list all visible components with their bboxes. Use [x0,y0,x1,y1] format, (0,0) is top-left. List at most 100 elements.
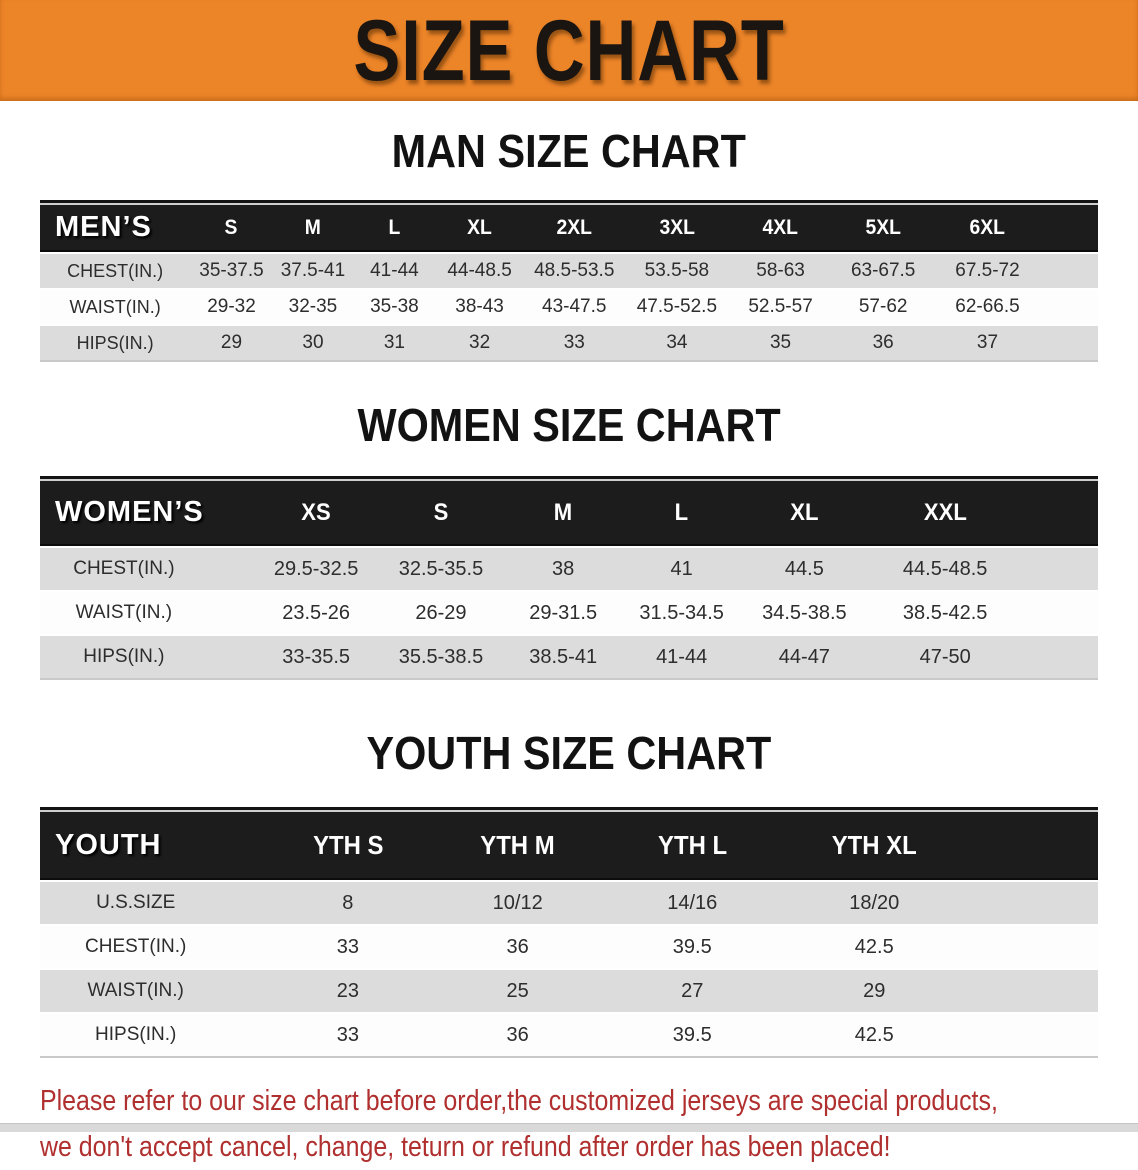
column-header-cell: YTH S [265,810,431,880]
table-title-cell: MEN’S [40,203,191,252]
column-header-text: 3XL [659,215,695,239]
row-label: CHEST(IN.) [40,252,191,288]
value-cell: 62-66.5 [933,288,1098,324]
value-cell: 35 [728,324,833,362]
disclaimer-line-1: Please refer to our size chart before or… [40,1085,998,1117]
value-cell: 41-44 [353,252,436,288]
value-cell: 29 [779,968,1098,1012]
value-cell: 31 [353,324,436,362]
column-header-cell: XL [741,479,868,546]
column-header-cell: 2XL [523,203,626,252]
value-cell: 34 [625,324,729,362]
column-header-text: 6XL [969,215,1006,239]
value-cell: 42.5 [779,1012,1098,1058]
value-cell: 30 [272,324,354,362]
value-cell: 44-47 [741,634,868,680]
column-header-text: YTH L [657,829,727,860]
banner: SIZE CHART [0,0,1138,101]
value-cell: 38.5-41 [504,634,622,680]
value-cell: 44-48.5 [435,252,524,288]
value-cell: 25 [430,968,605,1012]
bottom-border [0,1123,1138,1132]
men-size-section: MAN SIZE CHART MEN’S S M L XL 2XL 3XL 4XL 5XL 6XL… [0,128,1138,362]
header-row: MEN’S S M L XL 2XL 3XL 4XL 5XL 6XL [40,203,1098,252]
row-label: HIPS(IN.) [40,634,255,680]
column-header-text: XL [467,215,492,239]
value-cell: 38-43 [435,288,524,324]
table-row: WAIST(IN.) 23 25 27 29 [40,968,1098,1012]
column-header-cell: L [621,479,742,546]
table-row: CHEST(IN.) 35-37.5 37.5-41 41-44 44-48.5 48.5… [40,252,1098,288]
value-cell: 41-44 [621,634,742,680]
table-title-cell: YOUTH [40,810,266,880]
value-cell: 41 [621,546,742,590]
value-cell: 48.5-53.5 [523,252,626,288]
column-header-text: 5XL [865,215,901,239]
column-header-cell: YTH M [430,810,605,880]
youth-size-section: YOUTH SIZE CHART YOUTH YTH S YTH M YTH L YTH… [0,730,1138,1058]
column-header-cell: L [353,203,436,252]
column-header-text: YTH XL [831,829,917,860]
column-header-text: L [388,215,401,239]
column-header-cell: YTH L [604,810,780,880]
column-header-cell: 5XL [832,203,934,252]
value-cell: 33 [265,924,431,968]
column-header-text: L [674,498,689,526]
value-cell: 26-29 [377,590,505,634]
column-header-cell: M [272,203,354,252]
row-label: HIPS(IN.) [40,324,191,362]
value-cell: 47-50 [867,634,1098,680]
table-row: CHEST(IN.) 33 36 39.5 42.5 [40,924,1098,968]
women-size-section: WOMEN SIZE CHART WOMEN’S XS S M L XL XXL CHEST(… [0,402,1138,680]
column-header-text: 4XL [762,215,799,239]
value-cell: 29-32 [190,288,273,324]
value-cell: 37 [933,324,1098,362]
value-cell: 35-38 [353,288,436,324]
value-cell: 10/12 [430,880,605,924]
table-title-cell: WOMEN’S [40,479,255,546]
column-header-text: YTH S [312,829,384,860]
value-cell: 31.5-34.5 [621,590,742,634]
value-cell: 33 [523,324,626,362]
value-cell: 33 [265,1012,431,1058]
row-label: U.S.SIZE [40,880,266,924]
value-cell: 39.5 [604,924,780,968]
column-header-text: YOUTH [55,828,162,861]
value-cell: 63-67.5 [832,252,934,288]
column-header-text: S [433,498,449,526]
row-label: WAIST(IN.) [40,288,191,324]
women-section-heading: WOMEN SIZE CHART [0,402,1138,448]
women-section-heading-text: WOMEN SIZE CHART [357,399,781,451]
value-cell: 27 [604,968,780,1012]
value-cell: 32.5-35.5 [377,546,505,590]
table-row: HIPS(IN.) 33 36 39.5 42.5 [40,1012,1098,1058]
column-header-cell: 4XL [728,203,833,252]
column-header-cell: XS [254,479,378,546]
value-cell: 36 [832,324,934,362]
womens-size-table: WOMEN’S XS S M L XL XXL CHEST(IN.) 29.5-32.5 32.5… [40,476,1098,680]
table-row: WAIST(IN.) 29-32 32-35 35-38 38-43 43-47.5 47.… [40,288,1098,324]
men-section-heading-text: MAN SIZE CHART [391,125,747,177]
value-cell: 35.5-38.5 [377,634,505,680]
column-header-text: MEN’S [55,211,152,243]
table-row: CHEST(IN.) 29.5-32.5 32.5-35.5 38 41 44.5 44.5… [40,546,1098,590]
value-cell: 52.5-57 [728,288,833,324]
column-header-text: YTH M [480,829,555,860]
value-cell: 38.5-42.5 [867,590,1098,634]
men-section-heading: MAN SIZE CHART [0,128,1138,174]
value-cell: 32-35 [272,288,354,324]
value-cell: 36 [430,1012,605,1058]
value-cell: 34.5-38.5 [741,590,868,634]
table-row: WAIST(IN.) 23.5-26 26-29 29-31.5 31.5-34.5 34… [40,590,1098,634]
column-header-cell: S [190,203,273,252]
column-header-text: M [553,498,573,526]
value-cell: 14/16 [604,880,780,924]
value-cell: 29-31.5 [504,590,622,634]
row-label: WAIST(IN.) [40,590,255,634]
row-label: HIPS(IN.) [40,1012,266,1058]
value-cell: 44.5 [741,546,868,590]
value-cell: 8 [265,880,431,924]
value-cell: 35-37.5 [190,252,273,288]
mens-size-table: MEN’S S M L XL 2XL 3XL 4XL 5XL 6XL CHEST(IN.) 35-37… [40,200,1098,362]
column-header-text: XS [301,498,331,526]
